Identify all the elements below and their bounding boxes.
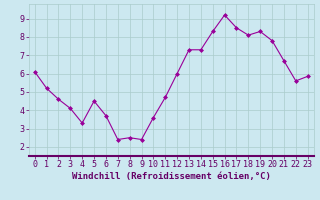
X-axis label: Windchill (Refroidissement éolien,°C): Windchill (Refroidissement éolien,°C): [72, 172, 271, 181]
